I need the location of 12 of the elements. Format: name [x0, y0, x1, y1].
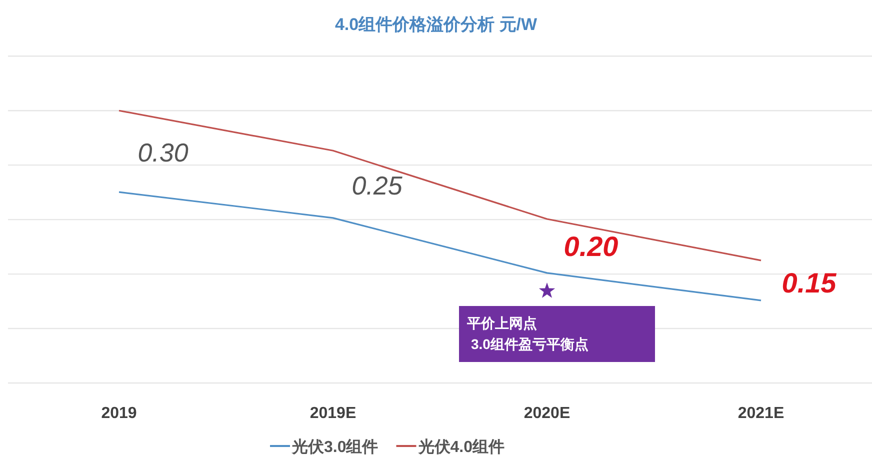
legend-label: 光伏3.0组件: [291, 438, 378, 456]
x-tick-label: 2019: [101, 405, 137, 422]
x-tick-label: 2021E: [738, 405, 784, 422]
annotation: 0.30: [138, 137, 189, 168]
annotation: 0.15: [782, 267, 837, 298]
annotation: 0.20: [564, 230, 619, 262]
annotation: 0.25: [352, 170, 403, 200]
legend-label: 光伏4.0组件: [417, 438, 504, 456]
x-tick-label: 2020E: [524, 405, 570, 422]
x-tick-label: 2019E: [310, 405, 356, 422]
annotation: 平价上网点 3.0组件盈亏平衡点: [466, 315, 588, 352]
chart-title: 4.0组件价格溢价分析 元/W: [334, 15, 538, 34]
